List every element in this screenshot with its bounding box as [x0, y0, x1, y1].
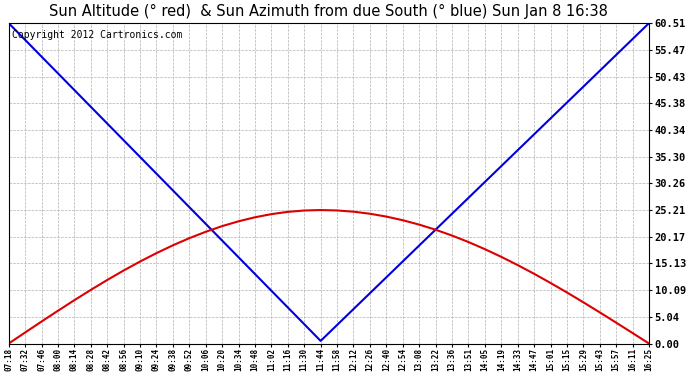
Text: Copyright 2012 Cartronics.com: Copyright 2012 Cartronics.com — [12, 30, 182, 39]
Title: Sun Altitude (° red)  & Sun Azimuth from due South (° blue) Sun Jan 8 16:38: Sun Altitude (° red) & Sun Azimuth from … — [50, 4, 609, 19]
